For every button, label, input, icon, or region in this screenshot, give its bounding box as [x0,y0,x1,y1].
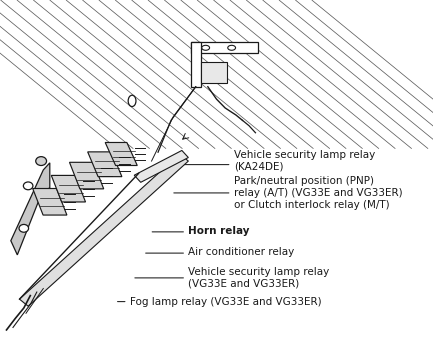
Text: Vehicle security lamp relay
(KA24DE): Vehicle security lamp relay (KA24DE) [234,150,375,172]
Text: Fog lamp relay (VG33E and VG33ER): Fog lamp relay (VG33E and VG33ER) [130,297,322,307]
Polygon shape [33,189,67,215]
FancyBboxPatch shape [191,42,258,53]
Polygon shape [105,143,137,166]
Ellipse shape [19,224,29,232]
Ellipse shape [202,45,210,50]
FancyBboxPatch shape [191,42,201,87]
Ellipse shape [36,156,47,166]
Ellipse shape [228,45,236,50]
Polygon shape [19,154,188,306]
Text: Horn relay: Horn relay [188,226,250,236]
Polygon shape [134,150,188,182]
Polygon shape [11,163,50,255]
Text: Air conditioner relay: Air conditioner relay [188,247,294,257]
Ellipse shape [23,182,33,190]
Bar [201,62,227,83]
Polygon shape [52,175,85,202]
Polygon shape [69,162,104,189]
Text: Park/neutral position (PNP)
relay (A/T) (VG33E and VG33ER)
or Clutch interlock r: Park/neutral position (PNP) relay (A/T) … [234,176,402,210]
Text: Vehicle security lamp relay
(VG33E and VG33ER): Vehicle security lamp relay (VG33E and V… [188,267,330,289]
Polygon shape [87,152,122,177]
Ellipse shape [128,95,136,107]
